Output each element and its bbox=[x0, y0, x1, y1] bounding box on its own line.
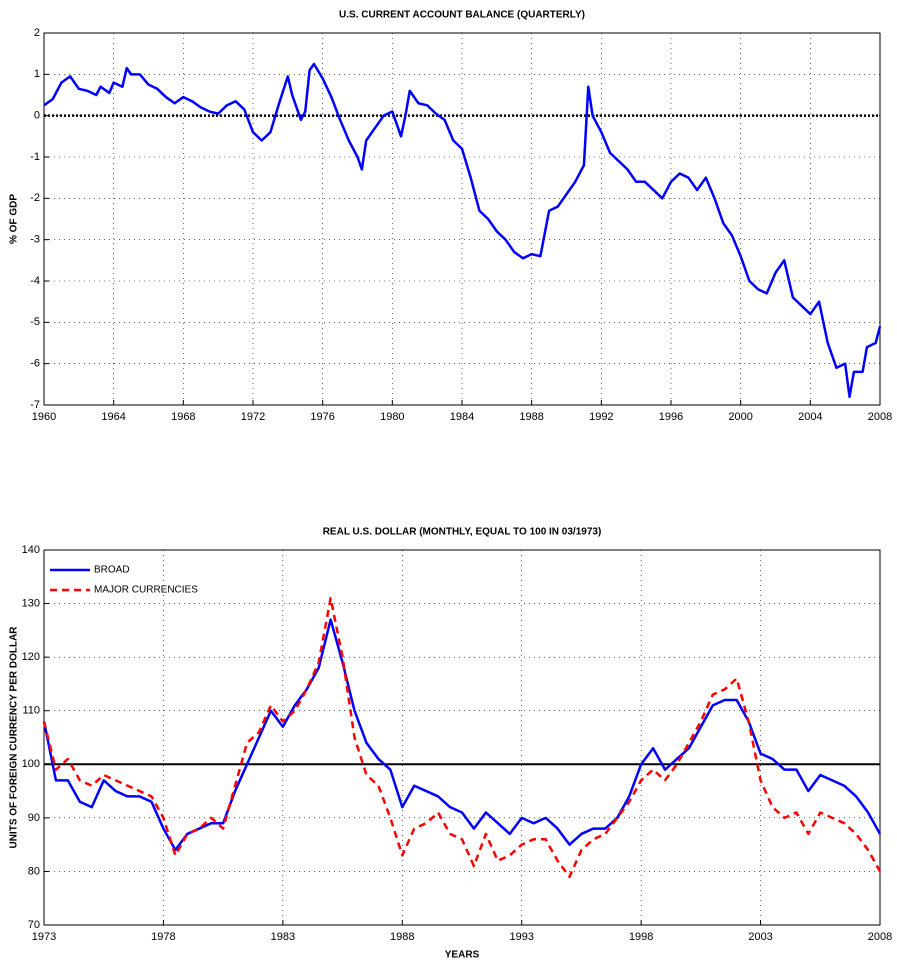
x-tick-label: 1993 bbox=[509, 931, 533, 943]
legend-label: MAJOR CURRENCIES bbox=[94, 585, 198, 596]
y-tick-label: 90 bbox=[28, 812, 40, 824]
y-axis-label: UNITS OF FOREIGN CURRENCY PER DOLLAR bbox=[9, 626, 20, 849]
x-tick-label: 1960 bbox=[32, 411, 56, 423]
data-line bbox=[42, 596, 882, 879]
x-tick-label: 2008 bbox=[868, 411, 892, 423]
data-line bbox=[43, 62, 882, 398]
x-tick-label: 2000 bbox=[728, 411, 752, 423]
x-tick-label: 2008 bbox=[868, 931, 892, 943]
y-tick-label: 0 bbox=[34, 110, 40, 122]
y-tick-label: 130 bbox=[22, 597, 40, 609]
y-tick-label: 80 bbox=[28, 865, 40, 877]
data-line bbox=[42, 618, 882, 852]
y-tick-label: 100 bbox=[22, 758, 40, 770]
chart-title: REAL U.S. DOLLAR (MONTHLY, EQUAL TO 100 … bbox=[323, 527, 602, 538]
y-tick-label: 2 bbox=[34, 27, 40, 39]
y-tick-label: 1 bbox=[34, 68, 40, 80]
plot-frame bbox=[43, 32, 881, 406]
y-axis-label: % OF GDP bbox=[9, 194, 20, 244]
y-tick-label: -4 bbox=[30, 275, 40, 287]
chart-title: U.S. CURRENT ACCOUNT BALANCE (QUARTERLY) bbox=[339, 10, 585, 21]
y-tick-label: 140 bbox=[22, 544, 40, 556]
x-tick-label: 1996 bbox=[659, 411, 683, 423]
x-tick-label: 1968 bbox=[171, 411, 195, 423]
x-tick-label: 1988 bbox=[519, 411, 543, 423]
y-tick-label: -1 bbox=[30, 151, 40, 163]
y-tick-label: -3 bbox=[30, 234, 40, 246]
x-tick-label: 2003 bbox=[748, 931, 772, 943]
x-tick-label: 1978 bbox=[151, 931, 175, 943]
y-tick-label: -5 bbox=[30, 316, 40, 328]
x-tick-label: 2004 bbox=[798, 411, 822, 423]
plot-frame bbox=[43, 549, 881, 926]
x-tick-label: 1964 bbox=[101, 411, 125, 423]
y-tick-label: 70 bbox=[28, 919, 40, 931]
x-tick-label: 1983 bbox=[271, 931, 295, 943]
x-axis-label: YEARS bbox=[445, 950, 480, 961]
y-tick-label: 120 bbox=[22, 651, 40, 663]
x-tick-label: 1976 bbox=[310, 411, 334, 423]
x-tick-label: 1972 bbox=[241, 411, 265, 423]
x-tick-label: 1980 bbox=[380, 411, 404, 423]
legend-label: BROAD bbox=[94, 565, 130, 576]
x-tick-label: 1992 bbox=[589, 411, 613, 423]
x-tick-label: 1973 bbox=[32, 931, 56, 943]
x-tick-label: 1984 bbox=[450, 411, 474, 423]
y-tick-label: -2 bbox=[30, 192, 40, 204]
y-tick-label: -6 bbox=[30, 358, 40, 370]
x-tick-label: 1998 bbox=[629, 931, 653, 943]
y-tick-label: -7 bbox=[30, 399, 40, 411]
x-tick-label: 1988 bbox=[390, 931, 414, 943]
y-tick-label: 110 bbox=[22, 705, 40, 717]
